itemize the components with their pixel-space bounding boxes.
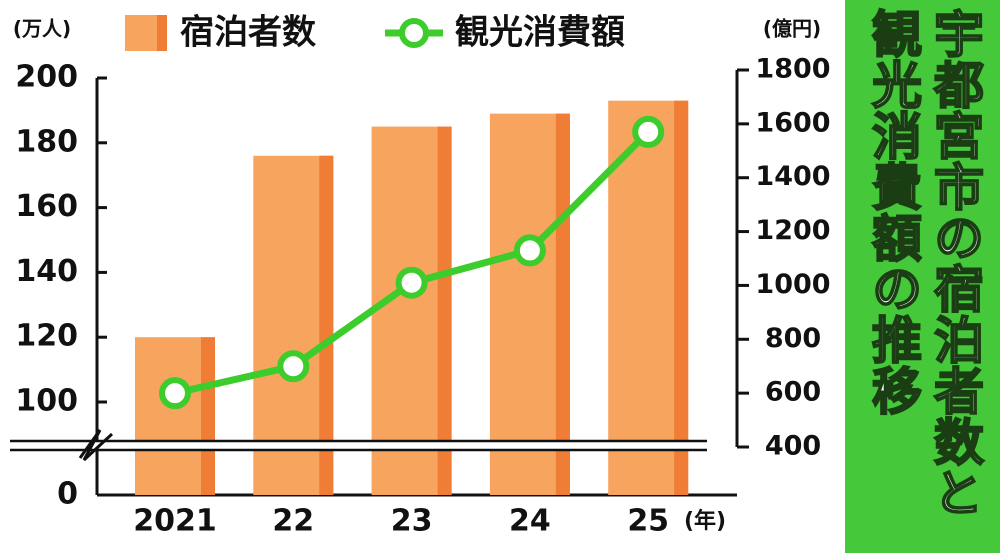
x-tick-label: 22 xyxy=(272,504,314,539)
y2-tick-label: 600 xyxy=(765,377,821,408)
chart-title: 宇都宮市の宿泊者数と観光消費額の推移 xyxy=(863,7,985,519)
x-tick-label: 25 xyxy=(627,504,669,539)
line-point xyxy=(395,266,428,299)
y-tick-label: 160 xyxy=(15,189,78,224)
x-unit: (年) xyxy=(684,508,726,534)
y-tick-label: 100 xyxy=(15,384,78,419)
bar-shade xyxy=(437,126,452,495)
chart: (万人) (億円) (年) 0 100 120 140 160 180 200 400 600 8… xyxy=(10,13,831,539)
legend-swatch-shade xyxy=(157,15,167,51)
bar-shade xyxy=(674,100,689,496)
title-panel: 宇都宮市の宿泊者数と観光消費額の推移 xyxy=(845,0,1000,553)
line-point xyxy=(632,115,665,148)
y2-tick-label: 1400 xyxy=(755,161,830,192)
x-tick-label: 24 xyxy=(509,504,551,539)
bar-shade xyxy=(555,113,570,495)
x-tick-label: 2021 xyxy=(133,504,217,539)
y2-tick-label: 1600 xyxy=(755,107,830,138)
line-point xyxy=(277,350,310,383)
y2-tick-label: 800 xyxy=(765,323,821,354)
y2-tick-label: 400 xyxy=(765,431,821,462)
x-tick-label: 23 xyxy=(391,504,433,539)
y-unit: (万人) xyxy=(13,17,71,41)
legend-label: 宿泊者数 xyxy=(180,13,316,53)
line-point xyxy=(513,234,546,267)
y-tick-label: 200 xyxy=(15,60,78,95)
legend-marker xyxy=(399,18,429,48)
y2-tick-label: 1200 xyxy=(755,215,830,246)
legend-label: 観光消費額 xyxy=(455,13,625,53)
bar-shade xyxy=(319,155,334,495)
line-point xyxy=(159,377,191,410)
y-tick-label: 140 xyxy=(15,254,78,289)
y2-tick-label: 1000 xyxy=(755,269,830,300)
y-tick-label: 0 xyxy=(57,477,78,512)
axis-break xyxy=(10,441,707,450)
bar-shade xyxy=(201,337,215,495)
break-zigzag xyxy=(78,429,114,462)
y-tick-label: 120 xyxy=(15,319,78,354)
y2-tick-label: 1800 xyxy=(755,54,830,85)
y2-unit: (億円) xyxy=(763,17,821,41)
y-tick-label: 180 xyxy=(15,124,78,159)
